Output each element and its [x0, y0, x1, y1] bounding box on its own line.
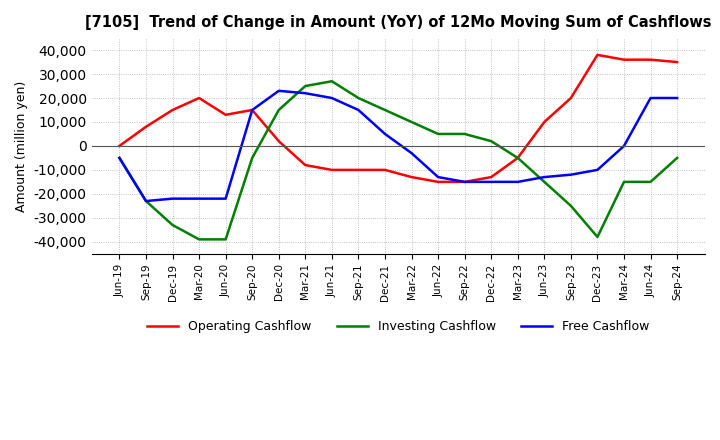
Free Cashflow — [142, 198, 150, 204]
Investing Cashflow — [540, 179, 549, 184]
Free Cashflow — [567, 172, 575, 177]
Operating Cashflow — [115, 143, 124, 149]
Free Cashflow — [354, 107, 363, 113]
Investing Cashflow — [274, 107, 283, 113]
Investing Cashflow — [620, 179, 629, 184]
Free Cashflow — [301, 91, 310, 96]
Investing Cashflow — [328, 79, 336, 84]
Free Cashflow — [593, 167, 602, 172]
Free Cashflow — [328, 95, 336, 101]
Free Cashflow — [647, 95, 655, 101]
Operating Cashflow — [647, 57, 655, 62]
Line: Investing Cashflow: Investing Cashflow — [120, 81, 677, 239]
Free Cashflow — [460, 179, 469, 184]
Free Cashflow — [248, 107, 256, 113]
Free Cashflow — [274, 88, 283, 93]
Legend: Operating Cashflow, Investing Cashflow, Free Cashflow: Operating Cashflow, Investing Cashflow, … — [142, 315, 654, 338]
Free Cashflow — [408, 150, 416, 156]
Investing Cashflow — [672, 155, 681, 161]
Investing Cashflow — [221, 237, 230, 242]
Investing Cashflow — [487, 139, 495, 144]
Operating Cashflow — [433, 179, 442, 184]
Investing Cashflow — [408, 119, 416, 125]
Free Cashflow — [221, 196, 230, 201]
Operating Cashflow — [168, 107, 177, 113]
Operating Cashflow — [540, 119, 549, 125]
Investing Cashflow — [593, 235, 602, 240]
Line: Operating Cashflow: Operating Cashflow — [120, 55, 677, 182]
Free Cashflow — [672, 95, 681, 101]
Investing Cashflow — [381, 107, 390, 113]
Investing Cashflow — [248, 155, 256, 161]
Title: [7105]  Trend of Change in Amount (YoY) of 12Mo Moving Sum of Cashflows: [7105] Trend of Change in Amount (YoY) o… — [85, 15, 711, 30]
Operating Cashflow — [274, 139, 283, 144]
Free Cashflow — [115, 155, 124, 161]
Investing Cashflow — [354, 95, 363, 101]
Free Cashflow — [195, 196, 204, 201]
Investing Cashflow — [433, 131, 442, 136]
Operating Cashflow — [620, 57, 629, 62]
Operating Cashflow — [513, 155, 522, 161]
Investing Cashflow — [647, 179, 655, 184]
Operating Cashflow — [248, 107, 256, 113]
Investing Cashflow — [460, 131, 469, 136]
Free Cashflow — [620, 143, 629, 149]
Investing Cashflow — [115, 155, 124, 161]
Operating Cashflow — [593, 52, 602, 58]
Free Cashflow — [540, 174, 549, 180]
Operating Cashflow — [354, 167, 363, 172]
Free Cashflow — [513, 179, 522, 184]
Free Cashflow — [487, 179, 495, 184]
Operating Cashflow — [195, 95, 204, 101]
Operating Cashflow — [328, 167, 336, 172]
Investing Cashflow — [142, 198, 150, 204]
Free Cashflow — [381, 131, 390, 136]
Y-axis label: Amount (million yen): Amount (million yen) — [15, 81, 28, 212]
Operating Cashflow — [460, 179, 469, 184]
Investing Cashflow — [567, 203, 575, 209]
Operating Cashflow — [672, 59, 681, 65]
Free Cashflow — [168, 196, 177, 201]
Operating Cashflow — [487, 174, 495, 180]
Operating Cashflow — [408, 174, 416, 180]
Operating Cashflow — [142, 124, 150, 129]
Free Cashflow — [433, 174, 442, 180]
Investing Cashflow — [195, 237, 204, 242]
Investing Cashflow — [168, 222, 177, 227]
Investing Cashflow — [513, 155, 522, 161]
Line: Free Cashflow: Free Cashflow — [120, 91, 677, 201]
Operating Cashflow — [221, 112, 230, 117]
Operating Cashflow — [381, 167, 390, 172]
Operating Cashflow — [567, 95, 575, 101]
Investing Cashflow — [301, 84, 310, 89]
Operating Cashflow — [301, 162, 310, 168]
